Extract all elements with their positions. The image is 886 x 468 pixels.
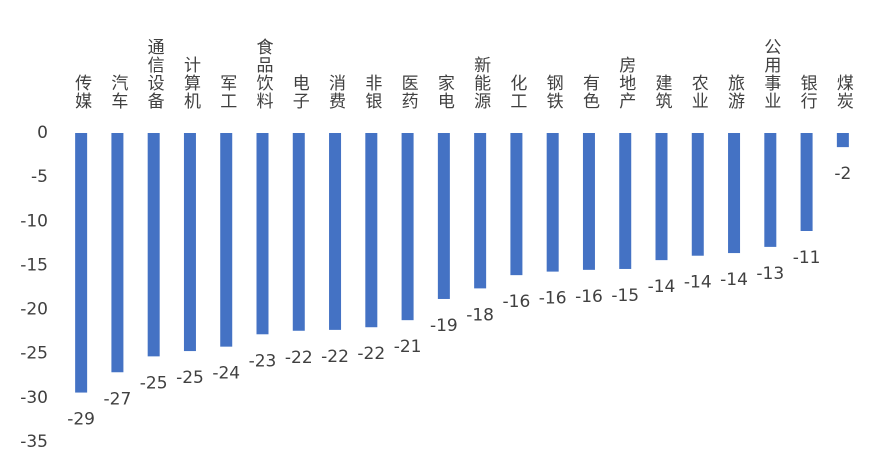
x-tick-label: 消费 (325, 74, 346, 110)
value-label: -29 (67, 410, 95, 430)
bar (510, 133, 523, 276)
value-label: -13 (756, 264, 784, 284)
value-label: -16 (575, 287, 603, 307)
value-label: -27 (104, 389, 132, 409)
x-tick-label: 有色 (579, 74, 600, 110)
bar (474, 133, 487, 289)
bar (728, 133, 741, 254)
y-tick-label: -25 (20, 344, 48, 364)
x-tick-label: 建筑 (652, 74, 673, 110)
x-tick-label: 银行 (797, 74, 818, 110)
value-label: -24 (212, 364, 240, 384)
bar (256, 133, 269, 335)
x-tick-label: 非银 (361, 74, 382, 110)
bar (292, 133, 305, 331)
x-tick-label: 汽车 (107, 74, 128, 110)
bar (619, 133, 632, 269)
x-tick-label: 食品饮料 (253, 38, 274, 110)
x-tick-label: 农业 (688, 74, 709, 110)
bar (546, 133, 559, 272)
x-tick-label: 房地产 (615, 56, 636, 110)
value-label: -14 (684, 273, 712, 293)
bar (365, 133, 378, 328)
y-tick-label: -30 (20, 388, 48, 408)
x-tick-label: 旅游 (724, 74, 745, 110)
value-label: -18 (466, 305, 494, 325)
bar (655, 133, 668, 261)
value-label: -23 (249, 351, 277, 371)
y-tick-label: 0 (37, 123, 48, 143)
value-label: -25 (140, 373, 168, 393)
bar (691, 133, 704, 256)
y-tick-label: -35 (20, 432, 48, 452)
x-tick-label: 计算机 (180, 56, 201, 110)
x-tick-label: 新能源 (470, 56, 491, 110)
value-label: -16 (503, 292, 531, 312)
bar (764, 133, 777, 247)
x-tick-label: 电子 (289, 74, 310, 110)
value-label: -14 (720, 270, 748, 290)
value-label: -19 (430, 316, 458, 336)
value-label: -2 (834, 164, 851, 184)
y-tick-label: -15 (20, 255, 48, 275)
x-tick-label: 公用事业 (760, 38, 781, 110)
x-tick-label: 煤炭 (833, 74, 854, 110)
value-label: -25 (176, 368, 204, 388)
bar (582, 133, 595, 270)
bar (836, 133, 849, 148)
y-tick-label: -5 (31, 167, 48, 187)
bar (183, 133, 196, 352)
x-tick-label: 化工 (506, 74, 527, 110)
value-label: -21 (394, 337, 422, 357)
bar (329, 133, 342, 330)
value-label: -22 (285, 348, 313, 368)
y-tick-label: -10 (20, 211, 48, 231)
bar (147, 133, 160, 357)
bar (401, 133, 414, 321)
x-tick-label: 军工 (216, 74, 237, 110)
x-tick-label: 医药 (398, 74, 419, 110)
bar (437, 133, 450, 299)
bar (111, 133, 124, 373)
value-label: -14 (648, 277, 676, 297)
x-tick-label: 传媒 (71, 74, 92, 110)
value-label: -15 (611, 286, 639, 306)
bar (75, 133, 88, 393)
value-label: -16 (539, 289, 567, 309)
value-label: -22 (321, 347, 349, 367)
x-tick-label: 家电 (434, 74, 454, 110)
value-label: -11 (793, 248, 821, 268)
x-tick-label: 通信设备 (144, 38, 165, 110)
y-tick-label: -20 (20, 300, 48, 320)
bar (220, 133, 233, 347)
x-tick-label: 钢铁 (543, 74, 564, 110)
bar (800, 133, 813, 231)
value-label: -22 (357, 344, 385, 364)
